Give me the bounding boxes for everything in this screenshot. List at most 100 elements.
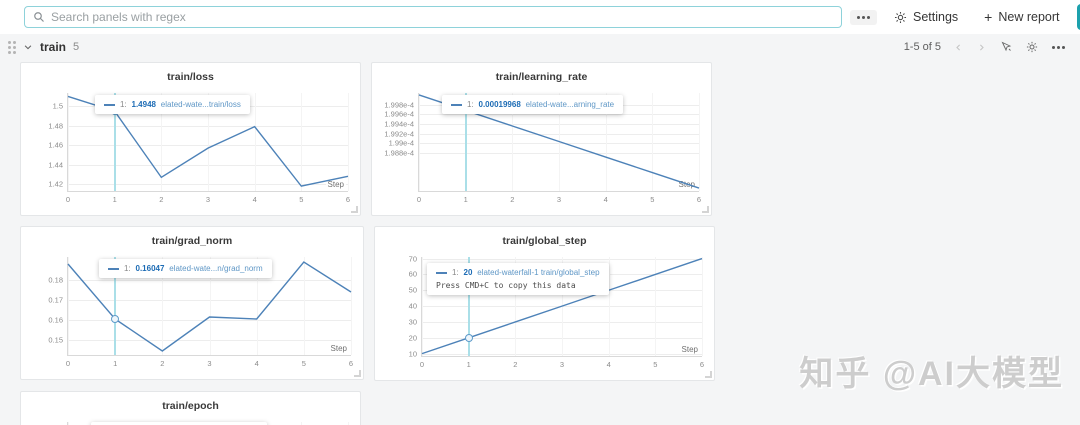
y-tick-label: 1.988e-4	[384, 148, 414, 158]
x-tick-label: 2	[513, 360, 518, 369]
settings-button[interactable]: Settings	[885, 5, 967, 29]
y-tick-label: 0.18	[48, 275, 63, 285]
panel-train-epoch[interactable]: train/epoch 0.020.0150.010.0050123456Ste…	[20, 391, 361, 425]
x-tick-label: 3	[207, 359, 212, 368]
x-tick-label: 0	[419, 360, 425, 369]
panel-train-learning-rate[interactable]: train/learning_rate 1.998e-4 1.996e-4 1.99…	[371, 62, 712, 216]
chart-tooltip: 1: 0.0063062 elated-wate...train/epoch	[91, 422, 267, 425]
panel-resize-handle[interactable]	[354, 370, 361, 377]
x-tick-label: 4	[603, 195, 608, 204]
cursor-marker	[111, 315, 120, 324]
x-tick-label: 3	[205, 195, 211, 204]
tooltip-series: elated-wate...arning_rate	[525, 100, 615, 109]
crosshair-line	[113, 93, 116, 191]
gridline-v	[348, 422, 349, 425]
y-tick-label: 1.994e-4	[384, 119, 414, 129]
gridline-v	[512, 93, 514, 191]
y-tick-label: 1.44	[48, 160, 63, 170]
panel-title: train/grad_norm	[151, 235, 233, 247]
x-tick-label: 0	[65, 359, 71, 368]
panel-train-global-step[interactable]: train/global_step 70 60 50 40 30 20 10 0 1 2 3 4 5 6 S…	[374, 226, 715, 381]
gridline-v	[68, 422, 69, 425]
y-tick-label: 60	[408, 269, 417, 279]
section-overflow-button[interactable]	[1051, 45, 1066, 50]
step-axis-label: Step	[328, 344, 349, 353]
chart-tooltip: 1: 20 elated-waterfall-1 train/global_st…	[427, 263, 609, 295]
chevron-right-icon	[979, 43, 984, 51]
pagination-label: 1-5 of 5	[903, 41, 941, 53]
x-tick-label: 1	[466, 360, 471, 369]
tooltip-series: elated-wate...train/loss	[160, 100, 241, 109]
panel-resize-handle[interactable]	[702, 206, 709, 213]
gridline-v	[254, 93, 256, 191]
y-tick-label: 1.99e-4	[388, 138, 414, 148]
panel-resize-handle[interactable]	[705, 371, 712, 378]
x-tick-label: 2	[510, 195, 515, 204]
search-input[interactable]	[51, 10, 833, 24]
panel-title: train/learning_rate	[495, 71, 588, 83]
crosshair-line	[114, 257, 117, 355]
gridline-v	[422, 257, 423, 356]
gridline-v	[515, 257, 517, 356]
add-panels-button[interactable]: + Add panels	[1076, 4, 1080, 30]
step-axis-label: Step	[679, 345, 700, 354]
gridline-v	[303, 257, 305, 355]
chart-tooltip: 1: 0.00019968 elated-wate...arning_rate	[442, 95, 624, 114]
x-tick-label: 0	[65, 195, 71, 204]
new-report-button[interactable]: + New report	[975, 5, 1068, 29]
gridline-v	[161, 93, 163, 191]
x-tick-label: 1	[113, 359, 118, 368]
gridline-v	[301, 422, 303, 425]
tooltip-value: 0.00019968	[478, 100, 521, 109]
section-settings-button[interactable]	[1025, 40, 1039, 54]
y-tick-label: 1.5	[52, 101, 63, 111]
ellipsis-icon	[1052, 45, 1065, 49]
toolbar-overflow-button[interactable]	[850, 9, 877, 25]
crosshair-line	[464, 93, 467, 191]
chevron-down-icon[interactable]	[23, 42, 33, 52]
toolbar: Settings + New report + Add panels	[0, 0, 1080, 34]
y-tick-label: 1.48	[48, 121, 63, 131]
tooltip-step: 1:	[124, 264, 131, 273]
new-report-label: New report	[998, 10, 1060, 24]
gear-icon	[1026, 41, 1038, 53]
y-tick-label: 50	[408, 285, 417, 295]
y-tick-label: 1.46	[48, 140, 63, 150]
panel-resize-handle[interactable]	[351, 206, 358, 213]
tooltip-step: 1:	[120, 100, 127, 109]
select-mode-button[interactable]	[999, 40, 1013, 54]
gridline-v	[419, 93, 420, 191]
panel-title: train/global_step	[502, 235, 587, 247]
gridline-v	[655, 257, 657, 356]
x-tick-label: 5	[301, 359, 306, 368]
tooltip-series: elated-waterfall-1 train/global_step	[477, 268, 600, 277]
section-title[interactable]: train	[40, 40, 67, 54]
panel-train-grad-norm[interactable]: train/grad_norm 0.18 0.17 0.16 0.15 0 1 2 3 4 5 6 S…	[20, 226, 364, 380]
series-dash-icon	[451, 103, 462, 106]
gridline-v	[351, 257, 352, 355]
gridline-v	[162, 257, 164, 355]
line-chart-train-grad-norm[interactable]: 0.18 0.17 0.16 0.15 0 1 2 3 4 5 6 Step	[48, 257, 353, 368]
x-tick-label: 3	[556, 195, 562, 204]
y-tick-label: 0.15	[48, 335, 63, 345]
pagination-prev-button[interactable]	[953, 42, 964, 53]
y-tick-label: 1.42	[48, 179, 63, 189]
tooltip-copy-hint: Press CMD+C to copy this data	[436, 281, 576, 290]
tooltip-step: 1:	[467, 100, 474, 109]
x-tick-label: 0	[416, 195, 422, 204]
y-tick-label: 0.17	[48, 295, 63, 305]
plus-icon: +	[984, 9, 993, 25]
panel-train-loss[interactable]: train/loss 1.5 1.48 1.46 1.44 1.42 0 1 2 3 4 5 6 Ste…	[20, 62, 361, 216]
pagination-next-button[interactable]	[976, 42, 987, 53]
y-tick-label: 70	[408, 254, 417, 264]
y-tick-label: 1.998e-4	[384, 100, 414, 110]
tooltip-series: elated-wate...n/grad_norm	[169, 264, 263, 273]
panel-search[interactable]	[24, 6, 842, 28]
y-tick-label: 40	[408, 301, 417, 311]
settings-label: Settings	[913, 10, 959, 24]
x-tick-label: 2	[159, 195, 164, 204]
drag-handle-icon[interactable]	[8, 40, 16, 54]
section-train-header: train 5 1-5 of 5	[0, 34, 1080, 60]
step-axis-label: Step	[325, 180, 346, 189]
gridline-v	[68, 257, 69, 355]
